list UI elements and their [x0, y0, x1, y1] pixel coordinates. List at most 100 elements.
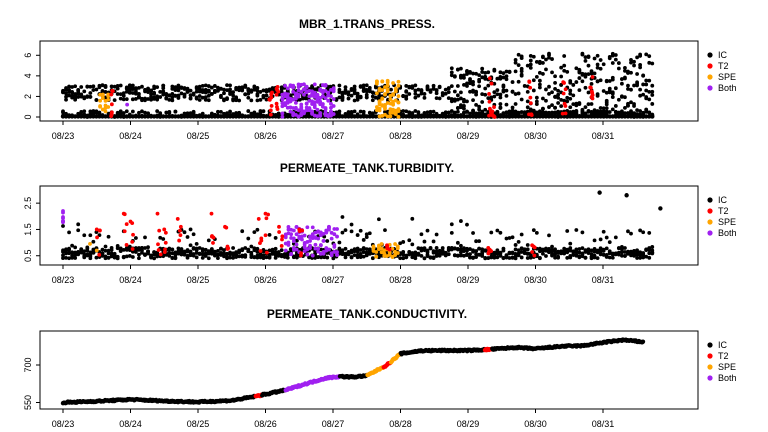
data-point	[483, 248, 488, 253]
data-point	[94, 110, 99, 115]
x-tick-label: 08/30	[524, 131, 547, 141]
data-point	[537, 85, 542, 90]
data-point	[410, 252, 415, 257]
data-point	[185, 111, 190, 116]
data-point	[632, 111, 636, 116]
data-point	[231, 90, 236, 95]
data-point	[640, 114, 646, 119]
data-point	[623, 111, 627, 116]
data-point	[316, 249, 321, 254]
data-point	[390, 254, 395, 259]
data-point	[331, 104, 336, 108]
data-point	[282, 252, 287, 257]
data-point	[152, 84, 157, 89]
data-point	[106, 105, 111, 109]
data-point	[422, 246, 427, 251]
data-point	[188, 253, 193, 258]
data-point	[85, 95, 90, 99]
data-point	[143, 96, 147, 101]
data-point	[228, 83, 232, 88]
data-point	[300, 228, 305, 233]
data-point	[209, 248, 214, 252]
data-point	[237, 98, 242, 103]
data-point	[179, 91, 184, 96]
x-tick-label: 08/28	[389, 419, 412, 429]
data-point	[410, 255, 415, 260]
data-point	[531, 88, 536, 93]
data-point	[223, 224, 227, 229]
data-point	[297, 227, 302, 232]
data-point	[547, 51, 551, 56]
data-point	[194, 255, 199, 260]
data-point	[182, 111, 187, 116]
data-point	[280, 101, 285, 105]
data-point	[620, 81, 624, 86]
data-point	[470, 114, 476, 119]
data-point	[352, 87, 357, 92]
data-point	[507, 236, 512, 240]
data-point	[173, 94, 178, 98]
data-point	[525, 63, 530, 68]
data-point	[638, 63, 643, 67]
data-point	[163, 247, 167, 252]
x-tick-label: 08/29	[457, 131, 480, 141]
data-point	[613, 57, 618, 62]
data-point	[416, 110, 421, 115]
data-point	[449, 97, 454, 101]
y-tick-label: 2	[23, 94, 33, 99]
data-point	[565, 114, 570, 119]
data-point	[590, 75, 595, 79]
data-point	[468, 78, 472, 83]
data-point	[504, 93, 509, 98]
data-point	[358, 109, 363, 114]
data-point	[67, 230, 71, 235]
data-point	[130, 109, 135, 114]
data-point	[410, 111, 415, 115]
data-point	[162, 227, 167, 232]
data-point	[76, 249, 81, 254]
data-point	[323, 107, 328, 112]
data-point	[100, 247, 105, 252]
data-point	[103, 256, 108, 261]
data-point	[130, 247, 135, 251]
data-point	[258, 255, 263, 260]
data-point	[589, 89, 594, 94]
data-point	[586, 114, 591, 119]
data-point	[437, 96, 442, 101]
data-point	[527, 112, 531, 117]
data-point	[437, 251, 442, 256]
data-point	[537, 59, 542, 64]
data-point	[658, 206, 663, 211]
data-point	[370, 94, 375, 99]
x-tick-label: 08/31	[592, 131, 615, 141]
data-point	[61, 216, 65, 221]
data-point	[277, 224, 281, 229]
data-point	[146, 97, 150, 101]
data-point	[270, 247, 275, 252]
data-point	[513, 58, 518, 62]
data-point	[134, 246, 138, 250]
data-point	[647, 255, 652, 260]
data-point	[620, 250, 624, 254]
data-point	[589, 254, 594, 259]
data-point	[431, 87, 436, 91]
data-point	[323, 88, 328, 93]
data-point	[124, 86, 129, 91]
data-point	[249, 98, 254, 103]
data-point	[480, 92, 485, 97]
data-point	[94, 98, 99, 102]
data-point	[128, 219, 133, 224]
data-point	[471, 89, 475, 94]
data-point	[118, 96, 123, 101]
data-point	[410, 114, 415, 119]
data-point	[449, 109, 454, 113]
data-point	[577, 247, 582, 251]
data-point	[465, 248, 469, 253]
data-point	[532, 253, 537, 258]
data-point	[455, 109, 460, 114]
data-point	[604, 90, 609, 95]
data-point	[501, 75, 506, 80]
data-point	[580, 109, 585, 113]
data-point	[638, 93, 643, 98]
data-point	[176, 114, 181, 119]
